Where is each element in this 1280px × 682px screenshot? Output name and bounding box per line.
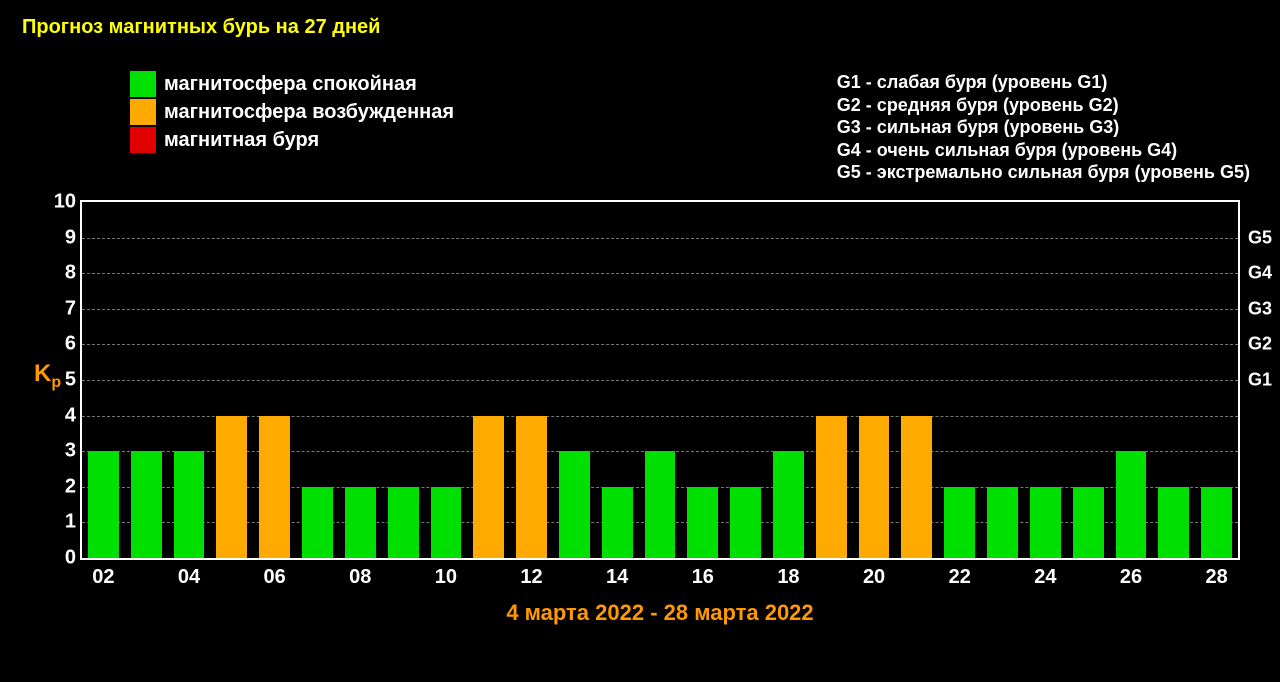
legend-item: магнитосфера спокойная [130, 71, 454, 97]
bar [645, 451, 676, 558]
x-tick: 18 [777, 558, 799, 589]
bar [1116, 451, 1147, 558]
bar [345, 487, 376, 558]
x-tick: 16 [692, 558, 714, 589]
legend-item: магнитосфера возбужденная [130, 99, 454, 125]
y-tick: 6 [36, 333, 82, 356]
bar [602, 487, 633, 558]
y-tick: 0 [36, 547, 82, 570]
x-tick: 14 [606, 558, 628, 589]
g-scale-description: G3 - сильная буря (уровень G3) [837, 116, 1250, 139]
bar [302, 487, 333, 558]
y-tick: 5 [36, 369, 82, 392]
bar [1158, 487, 1189, 558]
legend-label: магнитная буря [164, 129, 319, 152]
g-level-label: G2 [1238, 334, 1272, 355]
g-level-label: G1 [1238, 370, 1272, 391]
y-tick: 2 [36, 475, 82, 498]
y-tick: 3 [36, 440, 82, 463]
bar [559, 451, 590, 558]
x-tick: 26 [1120, 558, 1142, 589]
x-tick: 08 [349, 558, 371, 589]
legend-swatch [130, 127, 156, 153]
g-level-label: G4 [1238, 263, 1272, 284]
legend-item: магнитная буря [130, 127, 454, 153]
x-tick: 28 [1205, 558, 1227, 589]
grid-line [82, 273, 1238, 274]
y-tick: 9 [36, 226, 82, 249]
g-scale-description: G5 - экстремально сильная буря (уровень … [837, 161, 1250, 184]
bar [687, 487, 718, 558]
chart: Kp 012345678910G1G2G3G4G5020406081012141… [80, 200, 1240, 560]
bar [944, 487, 975, 558]
bar [730, 487, 761, 558]
bar [816, 416, 847, 558]
grid-line [82, 238, 1238, 239]
g-level-label: G5 [1238, 227, 1272, 248]
bar [131, 451, 162, 558]
y-tick: 4 [36, 404, 82, 427]
bar [431, 487, 462, 558]
bar [987, 487, 1018, 558]
x-tick: 22 [949, 558, 971, 589]
y-tick: 1 [36, 511, 82, 534]
bar [388, 487, 419, 558]
x-tick: 12 [520, 558, 542, 589]
bar [88, 451, 119, 558]
page-title: Прогноз магнитных бурь на 27 дней [0, 0, 1280, 39]
bar [259, 416, 290, 558]
legend-label: магнитосфера спокойная [164, 73, 417, 96]
g-scale-description: G4 - очень сильная буря (уровень G4) [837, 139, 1250, 162]
grid-line [82, 309, 1238, 310]
x-tick: 24 [1034, 558, 1056, 589]
bar [859, 416, 890, 558]
y-tick: 8 [36, 262, 82, 285]
x-tick: 20 [863, 558, 885, 589]
grid-line [82, 380, 1238, 381]
legend-label: магнитосфера возбужденная [164, 101, 454, 124]
x-tick: 10 [435, 558, 457, 589]
bar [901, 416, 932, 558]
x-tick: 04 [178, 558, 200, 589]
g-scale-description: G2 - средняя буря (уровень G2) [837, 94, 1250, 117]
bar [773, 451, 804, 558]
legend-left: магнитосфера спокойная магнитосфера возбу… [130, 71, 454, 184]
bar [1073, 487, 1104, 558]
legend-swatch [130, 99, 156, 125]
grid-line [82, 416, 1238, 417]
date-range: 4 марта 2022 - 28 марта 2022 [80, 600, 1240, 626]
bar [174, 451, 205, 558]
x-tick: 02 [92, 558, 114, 589]
header-row: магнитосфера спокойная магнитосфера возбу… [0, 71, 1280, 184]
g-scale-description: G1 - слабая буря (уровень G1) [837, 71, 1250, 94]
legend-swatch [130, 71, 156, 97]
bar [216, 416, 247, 558]
y-tick: 7 [36, 297, 82, 320]
bar [1201, 487, 1232, 558]
bar [1030, 487, 1061, 558]
legend-right: G1 - слабая буря (уровень G1)G2 - средня… [837, 71, 1250, 184]
grid-line [82, 344, 1238, 345]
plot-area: 012345678910G1G2G3G4G5020406081012141618… [80, 200, 1240, 560]
x-tick: 06 [264, 558, 286, 589]
bar [516, 416, 547, 558]
bar [473, 416, 504, 558]
y-tick: 10 [36, 191, 82, 214]
g-level-label: G3 [1238, 298, 1272, 319]
